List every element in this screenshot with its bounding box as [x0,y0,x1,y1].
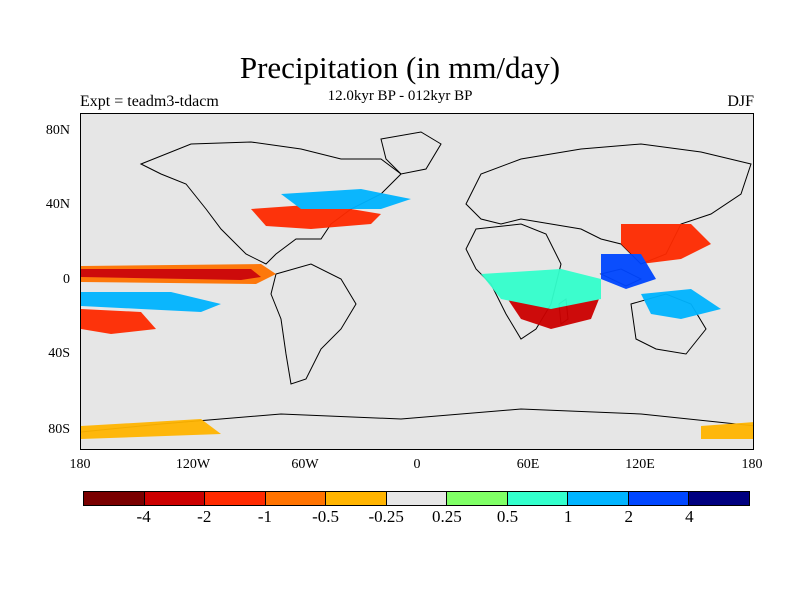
color-bar-swatch [689,492,750,505]
y-tick-label: 40S [48,346,70,361]
x-tick-label: 120E [625,457,655,472]
chart-subtitle: 12.0kyr BP - 012kyr BP [327,88,473,104]
color-bar-swatch [84,492,145,505]
color-bar-label: -2 [197,507,212,526]
color-bar-swatch [144,492,206,505]
color-bar-swatch [447,492,508,505]
color-bar-swatch [205,492,266,505]
color-bar-swatch [326,492,387,505]
y-tick-label: 40N [45,197,70,212]
color-bar-label: -4 [136,507,151,526]
x-tick-label: 180 [741,457,763,472]
x-tick-label: 60W [291,457,319,472]
precip-anomaly-fill [81,189,753,439]
color-bar-label: -0.25 [368,507,404,526]
x-tick-label: 180 [69,457,91,472]
season-label: DJF [727,93,754,110]
color-bar-swatch [386,492,448,505]
precipitation-field [81,131,753,439]
color-bar [83,491,750,506]
color-bar-swatch [265,492,327,505]
color-bar-swatch [628,492,690,505]
experiment-label: Expt = teadm3-tdacm [80,93,219,110]
x-tick-label: 120W [175,457,211,472]
y-tick-label: 0 [63,272,70,287]
color-bar-label: 4 [685,507,694,526]
color-bar-label: 1 [563,507,573,526]
chart-title: Precipitation (in mm/day) [239,50,561,85]
color-bar-label: 0.25 [431,507,462,526]
color-bar-label: 2 [624,507,633,526]
color-bar-swatch [568,492,629,505]
color-bar-label: 0.5 [496,507,519,526]
color-bar-label: -0.5 [312,507,339,526]
y-tick-label: 80S [48,422,70,437]
x-tick-label: 0 [413,457,421,472]
map-plot-area [80,113,754,450]
color-bar-label: -1 [257,507,272,526]
x-tick-label: 60E [516,457,540,472]
y-tick-label: 80N [45,123,70,138]
color-bar-swatch [507,492,569,505]
